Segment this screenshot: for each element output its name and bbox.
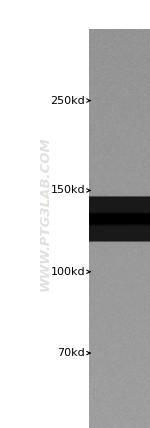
Text: 70kd: 70kd (57, 348, 85, 358)
Text: 250kd: 250kd (51, 95, 85, 106)
Text: 100kd: 100kd (51, 267, 85, 277)
Text: 150kd: 150kd (51, 185, 85, 196)
Text: WWW.PTG3LAB.COM: WWW.PTG3LAB.COM (39, 137, 51, 291)
